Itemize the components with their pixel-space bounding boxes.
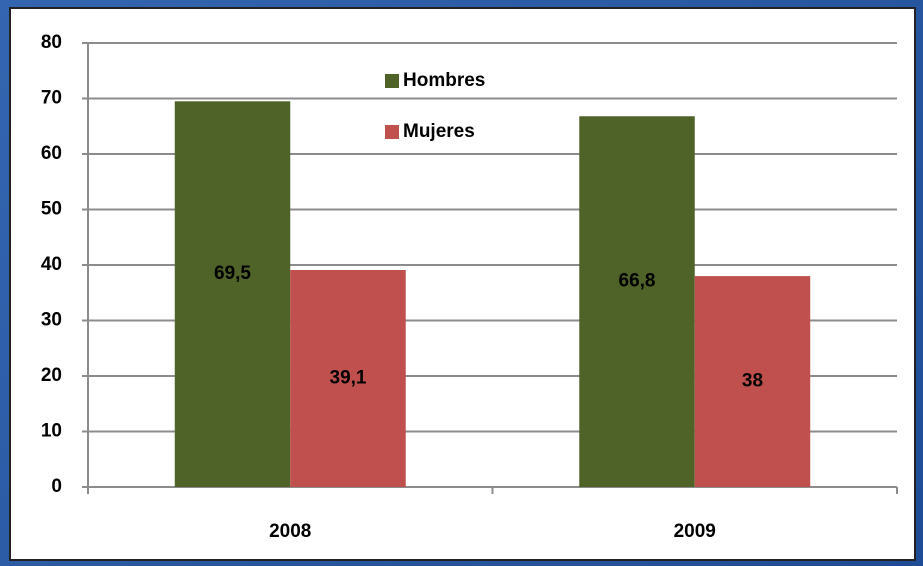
y-tick-label: 80 xyxy=(41,32,62,53)
data-label: 66,8 xyxy=(619,271,656,292)
y-tick-label: 20 xyxy=(41,365,62,386)
y-tick-label: 10 xyxy=(41,421,62,442)
x-tick-label: 2009 xyxy=(674,521,716,542)
y-tick-label: 60 xyxy=(41,143,62,164)
bar xyxy=(290,269,406,487)
data-label: 38 xyxy=(742,371,763,392)
y-tick-label: 0 xyxy=(51,476,62,497)
y-tick-label: 50 xyxy=(41,199,62,220)
bar xyxy=(579,116,695,487)
y-tick-label: 70 xyxy=(41,88,62,109)
legend-label: Hombres xyxy=(403,70,485,91)
x-tick-label: 2008 xyxy=(269,521,311,542)
legend-swatch xyxy=(385,74,399,88)
bar xyxy=(694,276,811,487)
legend-swatch xyxy=(385,125,399,139)
data-label: 39,1 xyxy=(330,368,367,389)
legend-label: Mujeres xyxy=(403,121,475,142)
data-label: 69,5 xyxy=(214,263,251,284)
y-tick-label: 40 xyxy=(41,254,62,275)
y-tick-label: 30 xyxy=(41,310,62,331)
bar xyxy=(174,101,291,488)
